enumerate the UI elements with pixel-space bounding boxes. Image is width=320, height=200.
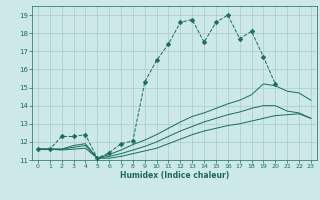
X-axis label: Humidex (Indice chaleur): Humidex (Indice chaleur) — [120, 171, 229, 180]
